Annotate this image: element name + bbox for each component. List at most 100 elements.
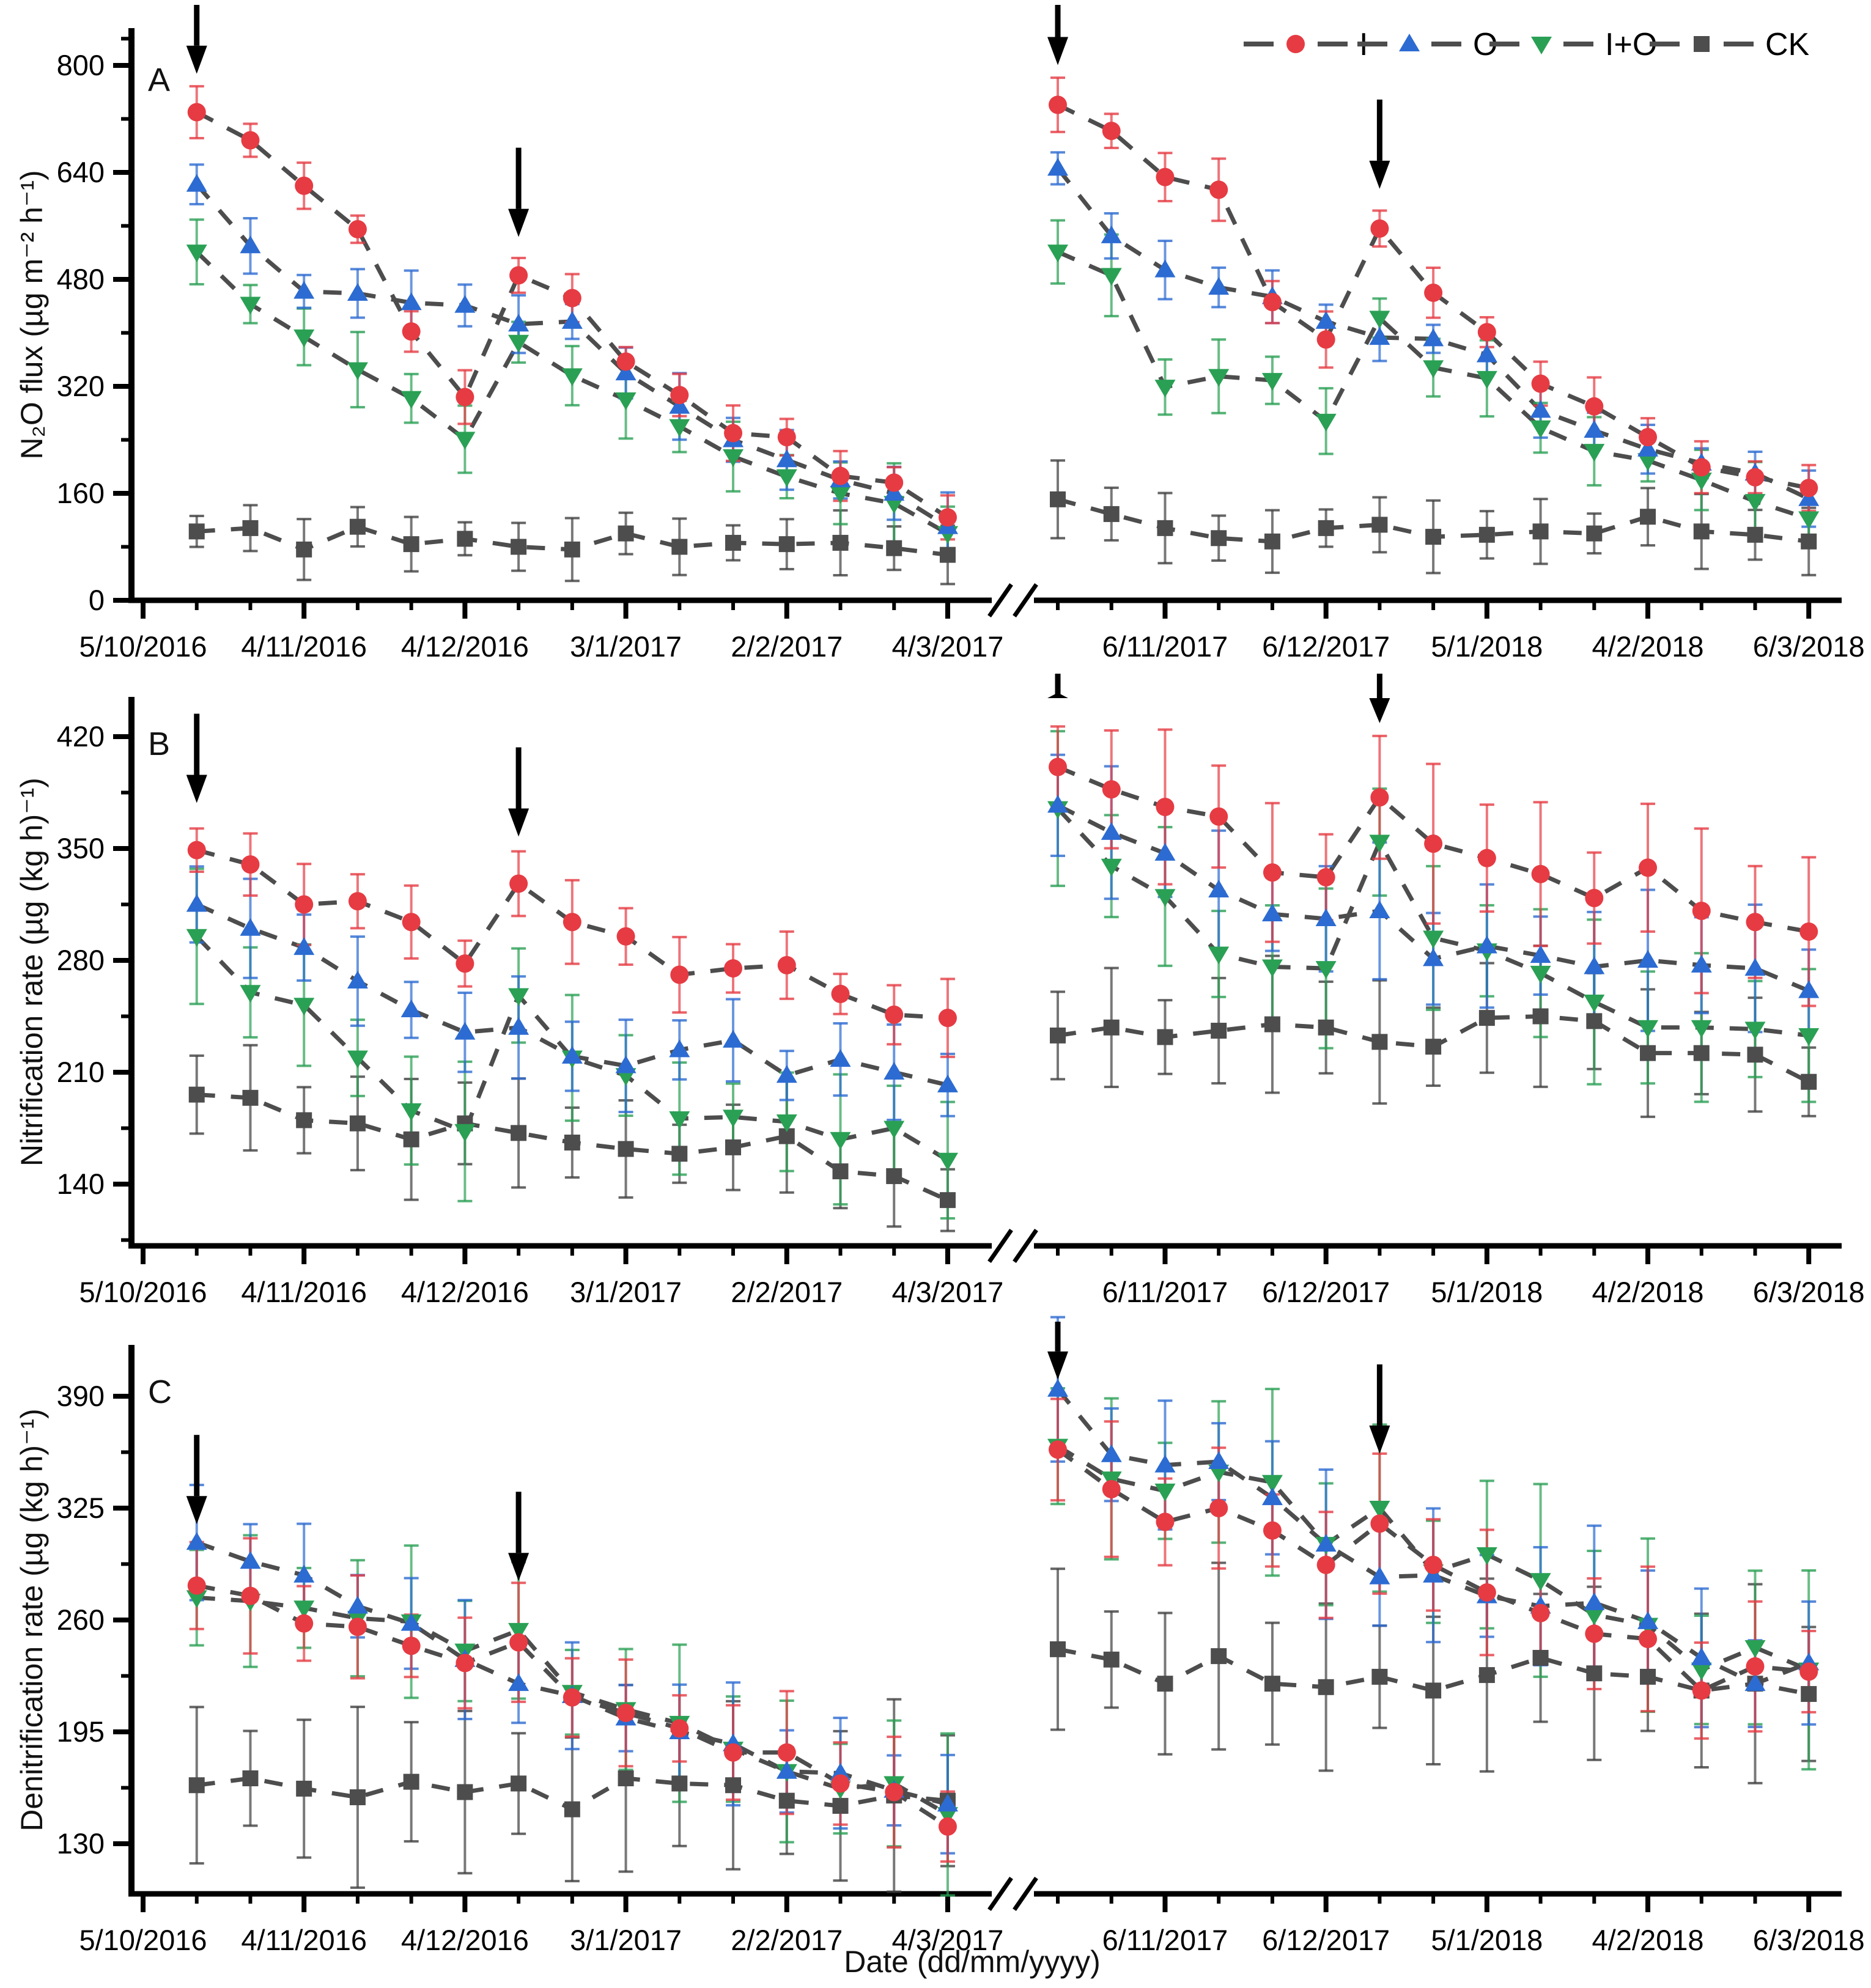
data-point <box>1209 1498 1228 1517</box>
data-point <box>240 1551 261 1569</box>
data-point <box>1286 35 1305 53</box>
data-point <box>724 424 743 443</box>
x-tick-label: 4/2/2018 <box>1592 1924 1704 1956</box>
data-point <box>1530 965 1551 984</box>
data-point <box>669 419 690 437</box>
data-point <box>885 473 904 492</box>
data-point <box>564 1135 580 1151</box>
data-point <box>402 913 421 932</box>
data-point <box>1477 849 1496 867</box>
data-point <box>669 1039 690 1058</box>
data-point <box>1478 1667 1495 1684</box>
data-point <box>347 282 368 301</box>
y-tick-label: 640 <box>57 156 105 188</box>
data-point <box>403 536 419 553</box>
data-point <box>563 913 581 932</box>
panel-letter-c: C <box>148 1374 172 1410</box>
data-point <box>1261 373 1283 391</box>
data-point <box>296 1112 312 1128</box>
data-point <box>1315 413 1337 432</box>
data-point <box>296 541 312 558</box>
data-point <box>1478 1010 1495 1026</box>
data-point <box>1261 904 1283 922</box>
event-arrow-icon <box>1047 693 1068 698</box>
data-point <box>1798 488 1820 506</box>
data-point <box>1744 1673 1766 1692</box>
data-point <box>1102 122 1121 141</box>
data-point <box>831 984 850 1003</box>
data-point <box>1157 520 1173 536</box>
x-tick-label: 3/1/2017 <box>570 630 682 663</box>
data-point <box>776 469 797 487</box>
data-point <box>937 1794 958 1812</box>
data-point <box>1532 1649 1549 1666</box>
data-point <box>456 1654 474 1673</box>
data-point <box>454 1022 476 1040</box>
data-point <box>1208 369 1230 387</box>
data-point <box>1691 1020 1712 1038</box>
data-point <box>1691 1662 1712 1681</box>
data-point <box>1801 1686 1817 1703</box>
data-point <box>1425 529 1442 545</box>
data-point <box>1157 1676 1173 1692</box>
event-arrow-icon <box>186 1496 207 1525</box>
data-point <box>1691 473 1712 491</box>
data-point <box>1369 327 1390 345</box>
data-point <box>1369 311 1390 329</box>
y-tick-label: 390 <box>57 1380 105 1412</box>
data-point <box>1371 1034 1388 1050</box>
data-point <box>1477 323 1496 342</box>
data-point <box>1156 168 1175 186</box>
data-point <box>1531 37 1552 54</box>
data-point <box>348 1618 367 1636</box>
data-point <box>1584 994 1605 1012</box>
data-point <box>1530 400 1551 418</box>
data-point <box>616 1704 635 1723</box>
data-point <box>777 955 796 974</box>
data-point <box>723 1110 744 1128</box>
data-point <box>509 266 528 285</box>
data-point <box>830 1049 851 1067</box>
data-point <box>1047 795 1068 813</box>
data-point <box>1261 959 1283 977</box>
data-point <box>508 1673 530 1692</box>
data-point <box>1744 1022 1766 1040</box>
panel-B: 140 210 280 350 420 5/10/2016 4/11/2016 4/12/20… <box>57 674 1865 1308</box>
x-tick-label: 5/10/2016 <box>79 630 207 663</box>
data-point <box>1050 491 1066 507</box>
data-point <box>511 1125 527 1141</box>
data-point <box>187 103 206 122</box>
data-point <box>618 525 634 542</box>
data-point <box>1639 1629 1658 1648</box>
data-point <box>1369 834 1390 853</box>
data-point <box>1208 277 1230 295</box>
data-point <box>723 449 744 467</box>
data-point <box>670 1719 689 1738</box>
data-point <box>832 1163 849 1180</box>
data-point <box>1154 1454 1176 1473</box>
axis-break-icon <box>987 1229 1013 1263</box>
x-tick-label: 4/11/2016 <box>241 1924 367 1956</box>
data-point <box>1102 780 1121 799</box>
x-tick-label: 6/11/2017 <box>1102 1276 1228 1308</box>
data-point <box>1691 954 1712 973</box>
data-point <box>885 1005 904 1024</box>
data-point <box>508 1622 530 1641</box>
data-point <box>457 531 473 547</box>
data-point <box>293 1564 315 1583</box>
data-point <box>939 1192 956 1209</box>
data-point <box>1692 458 1711 477</box>
data-point <box>1316 330 1335 349</box>
x-tick-label: 5/1/2018 <box>1431 1924 1543 1956</box>
data-point <box>293 998 315 1016</box>
data-point <box>776 1065 797 1083</box>
data-point <box>186 929 207 947</box>
data-point <box>1369 900 1390 918</box>
data-point <box>616 927 635 946</box>
data-point <box>564 1801 580 1817</box>
data-point <box>669 396 690 414</box>
data-point <box>832 534 849 551</box>
data-point <box>1315 1534 1337 1552</box>
